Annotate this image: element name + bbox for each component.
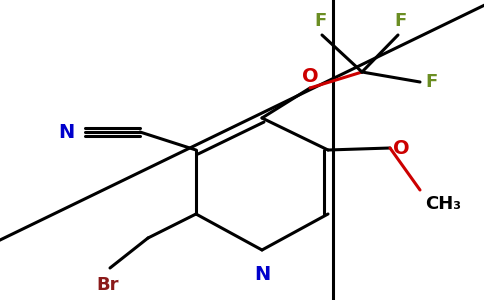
Text: F: F bbox=[314, 12, 326, 30]
Text: Br: Br bbox=[97, 276, 119, 294]
Text: O: O bbox=[393, 139, 409, 158]
Text: N: N bbox=[254, 265, 270, 284]
Text: N: N bbox=[59, 122, 75, 142]
Text: F: F bbox=[425, 73, 437, 91]
Text: CH₃: CH₃ bbox=[425, 195, 461, 213]
Text: F: F bbox=[394, 12, 406, 30]
Text: O: O bbox=[302, 67, 318, 86]
